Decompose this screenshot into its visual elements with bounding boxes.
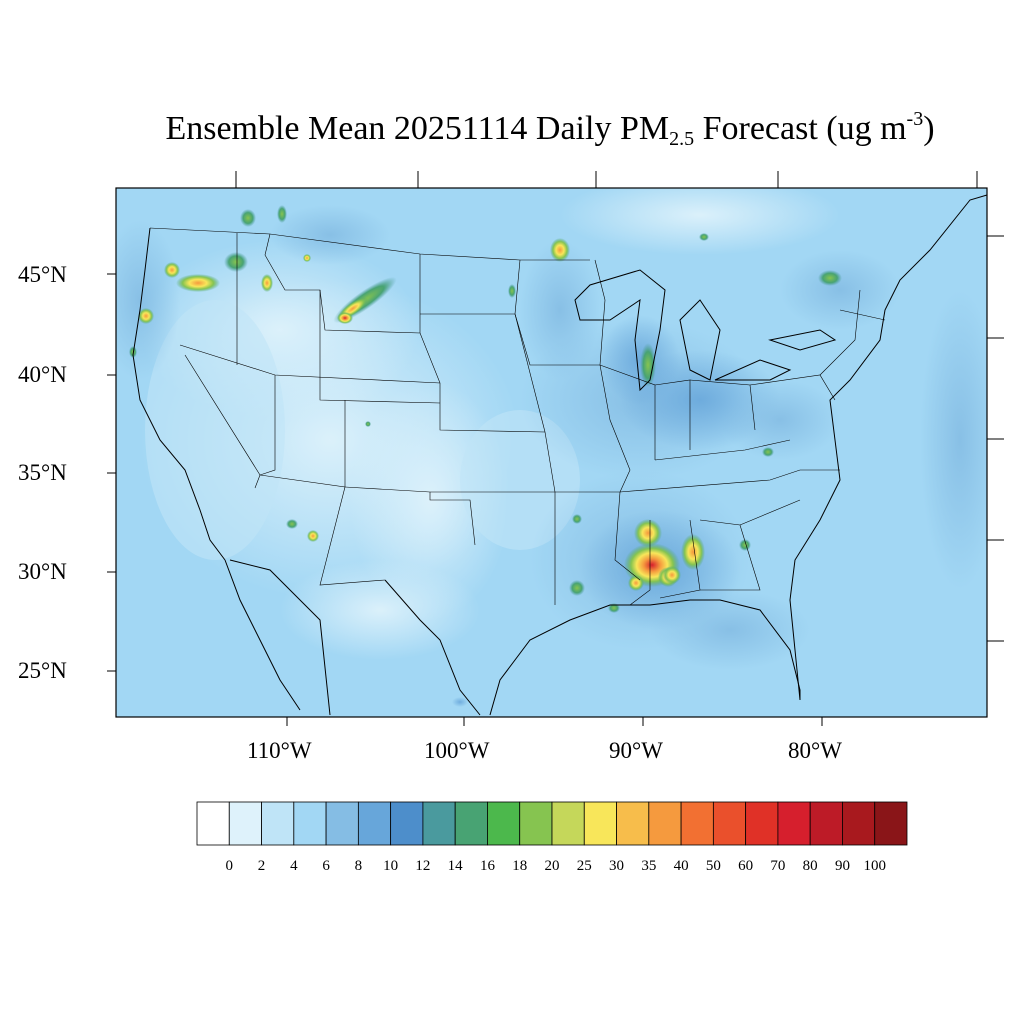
- colorbar-tick-label: 18: [512, 858, 528, 874]
- title-middle: Forecast (ug m: [694, 110, 907, 147]
- hotspot-northern-minnesota: [550, 238, 570, 262]
- colorbar-swatch: [680, 801, 714, 846]
- lat-label-35n: 35°N: [18, 460, 67, 485]
- colorbar-tick-label: 90: [834, 858, 850, 874]
- colorbar-swatch: [583, 801, 617, 846]
- colorbar-swatch: [712, 801, 747, 846]
- colorbar-tick-label: 100: [863, 858, 886, 874]
- colorbar-tick-label: 2: [257, 858, 266, 874]
- colorbar-tick-label: 40: [673, 858, 689, 874]
- colorbar-tick-label: 20: [544, 858, 560, 874]
- colorbar-swatch: [842, 801, 876, 846]
- lon-label-90w: 90°W: [609, 738, 663, 763]
- colorbar-swatch: [325, 801, 359, 846]
- hotspot-alabama: [681, 534, 705, 570]
- colorbar-tick-label: 4: [290, 858, 298, 874]
- colorbar-swatch: [809, 801, 843, 846]
- colorbar: [196, 801, 908, 846]
- axis-ticks: [107, 171, 1004, 726]
- colorbar-swatch: [228, 801, 262, 846]
- title-prefix: Ensemble Mean 20251114 Daily PM: [165, 110, 670, 147]
- hotspot-central-mississippi: [634, 519, 662, 547]
- colorbar-swatch: [196, 801, 230, 846]
- pm25-field: [116, 188, 987, 707]
- title-superscript: -3: [906, 108, 924, 130]
- lon-label-110w: 110°W: [247, 738, 312, 763]
- colorbar-tick-label: 0: [225, 858, 234, 874]
- colorbar-tick-label: 6: [322, 858, 330, 874]
- colorbar-swatch: [487, 801, 521, 846]
- state-borders: [149, 227, 886, 606]
- colorbar-tick-label: 16: [479, 858, 495, 874]
- colorbar-swatch: [293, 801, 327, 846]
- colorbar-swatch: [874, 801, 908, 846]
- lat-label-30n: 30°N: [18, 559, 67, 584]
- map-frame: [115, 187, 988, 718]
- colorbar-swatch: [648, 801, 682, 846]
- colorbar-tick-label: 30: [609, 858, 625, 874]
- hotspot-central-wyoming: [337, 312, 353, 324]
- colorbar-tick-label: 35: [641, 858, 657, 874]
- coastlines: [132, 194, 988, 716]
- lon-label-100w: 100°W: [424, 738, 490, 763]
- colorbar-tick-label: 80: [802, 858, 818, 874]
- colorbar-swatch: [357, 801, 392, 846]
- colorbar-tick-label: 60: [738, 858, 754, 874]
- lat-label-45n: 45°N: [18, 262, 67, 287]
- map-title: Ensemble Mean 20251114 Daily PM2.5 Forec…: [0, 108, 1024, 151]
- title-subscript: 2.5: [669, 128, 695, 150]
- lon-label-80w: 80°W: [788, 738, 842, 763]
- title-suffix: ): [923, 110, 935, 147]
- colorbar-tick-label: 50: [705, 858, 721, 874]
- hotspot-northern-idaho: [176, 274, 220, 292]
- colorbar-tick-label: 14: [447, 858, 463, 874]
- colorbar-tick-label: 12: [415, 858, 431, 874]
- colorbar-swatch: [551, 801, 585, 846]
- colorbar-swatch: [616, 801, 650, 846]
- colorbar-tick-label: 10: [383, 858, 399, 874]
- colorbar-swatch: [390, 801, 424, 846]
- lat-label-25n: 25°N: [18, 658, 67, 683]
- colorbar-swatch: [745, 801, 779, 846]
- colorbar-swatch: [261, 801, 295, 846]
- colorbar-swatch: [422, 801, 456, 846]
- colorbar-tick-label: 8: [354, 858, 363, 874]
- lat-label-40n: 40°N: [18, 362, 67, 387]
- colorbar-tick-label: 25: [576, 858, 592, 874]
- colorbar-swatch: [454, 801, 488, 846]
- colorbar-tick-label: 70: [770, 858, 786, 874]
- colorbar-swatch: [777, 801, 811, 846]
- colorbar-swatch: [519, 801, 553, 846]
